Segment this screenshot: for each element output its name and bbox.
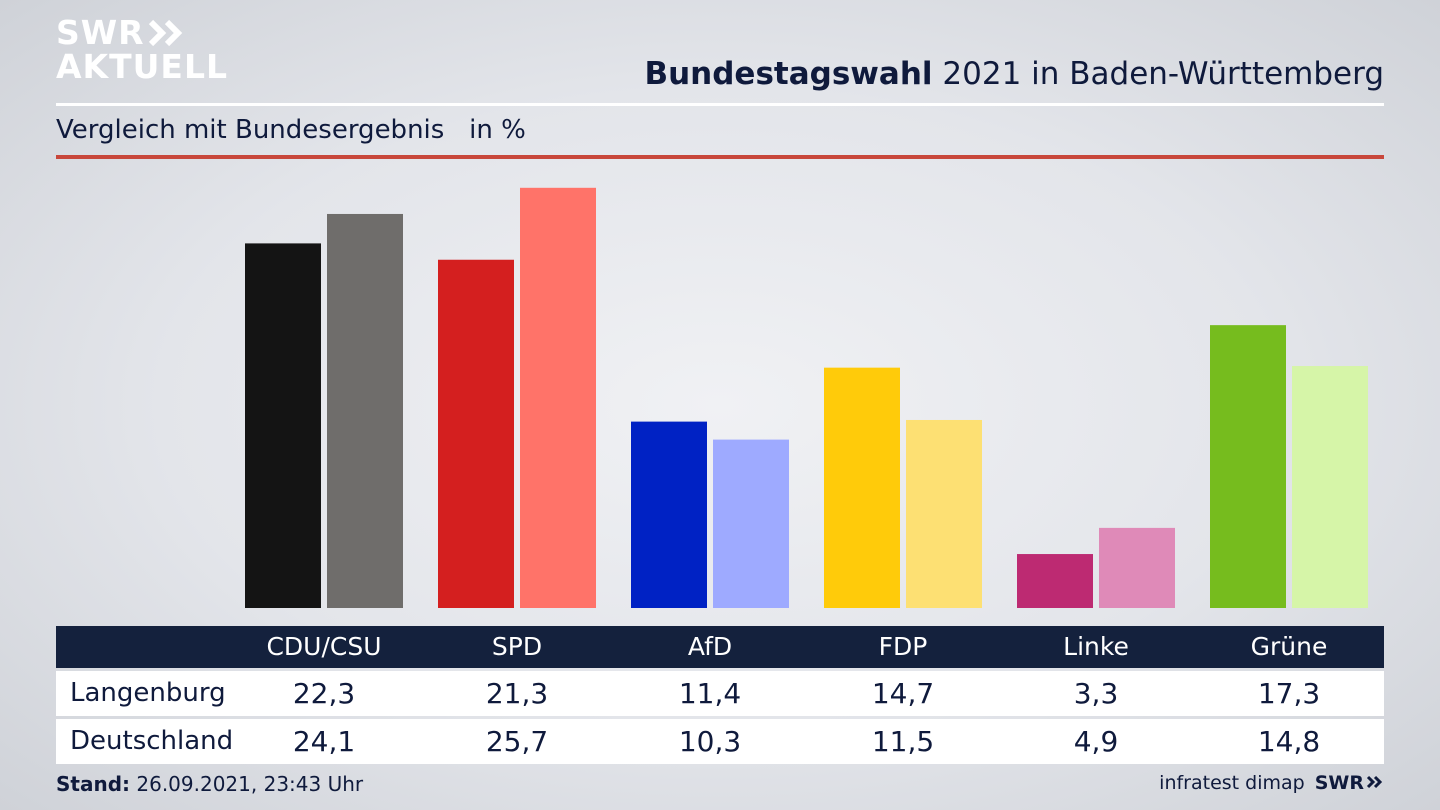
table-cell: 11,4 xyxy=(678,677,742,710)
logo-line2: AKTUELL xyxy=(56,47,229,86)
source-text: infratest dimap xyxy=(1159,772,1305,794)
table-cell: 17,3 xyxy=(1257,677,1321,710)
page-title: Bundestagswahl 2021 in Baden-Württemberg xyxy=(644,56,1384,92)
bar-chart xyxy=(245,187,1368,608)
stand-label: Stand: xyxy=(56,772,131,796)
timestamp: Stand: 26.09.2021, 23:43 Uhr xyxy=(56,772,363,796)
table-cell: 21,3 xyxy=(485,677,549,710)
row-label: Langenburg xyxy=(70,678,226,708)
logo-line1: SWR xyxy=(56,13,145,52)
bar-spd-deutschland xyxy=(520,187,596,608)
title-bold: Bundestagswahl xyxy=(644,56,933,92)
bar-cdu-csu-langenburg xyxy=(245,243,321,608)
bar-spd-langenburg xyxy=(438,259,514,608)
table-row: Langenburg 22,3 21,3 11,4 14,7 3,3 17,3 xyxy=(56,671,1384,716)
bar-grüne-langenburg xyxy=(1210,325,1286,608)
table-cell: 3,3 xyxy=(1073,677,1119,710)
results-table: CDU/CSU SPD AfD FDP Linke Grüne Langenburg 22,… xyxy=(56,626,1384,764)
table-cell: 24,1 xyxy=(292,725,356,758)
bar-linke-langenburg xyxy=(1017,554,1093,608)
source-credit: infratest dimap SWR xyxy=(1159,772,1384,794)
chart-subtitle: Vergleich mit Bundesergebnis in % xyxy=(56,115,526,145)
footer-swr-text: SWR xyxy=(1314,772,1364,794)
table-cell: 11,5 xyxy=(871,725,935,758)
bar-afd-deutschland xyxy=(713,439,789,608)
table-cell: 25,7 xyxy=(485,725,549,758)
bar-fdp-langenburg xyxy=(824,367,900,608)
table-cell: 10,3 xyxy=(678,725,742,758)
bar-fdp-deutschland xyxy=(906,419,982,608)
column-header: Grüne xyxy=(1250,632,1328,661)
title-rest: 2021 in Baden-Württemberg xyxy=(932,56,1384,92)
column-header: AfD xyxy=(687,632,733,661)
stand-value: 26.09.2021, 23:43 Uhr xyxy=(130,772,364,796)
table-cell: 14,8 xyxy=(1257,725,1321,758)
column-header: Linke xyxy=(1063,632,1129,661)
double-chevron-icon xyxy=(148,19,182,47)
bar-linke-deutschland xyxy=(1099,527,1175,608)
bar-grüne-deutschland xyxy=(1292,366,1368,608)
footer-swr-logo: SWR xyxy=(1315,772,1384,794)
table-cell: 22,3 xyxy=(292,677,356,710)
bar-afd-langenburg xyxy=(631,421,707,608)
title-divider xyxy=(56,103,1384,106)
column-header: FDP xyxy=(878,632,928,661)
table-row: Deutschland 24,1 25,7 10,3 11,5 4,9 14,8 xyxy=(56,719,1384,764)
table-body: Langenburg 22,3 21,3 11,4 14,7 3,3 17,3 Deutsch… xyxy=(56,671,1384,764)
footer-chevron-icon xyxy=(1366,775,1383,789)
column-header: SPD xyxy=(491,632,543,661)
swr-aktuell-logo: SWR AKTUELL xyxy=(56,16,228,84)
table-header: CDU/CSU SPD AfD FDP Linke Grüne xyxy=(56,626,1384,668)
column-header: CDU/CSU xyxy=(266,632,382,661)
accent-divider xyxy=(56,155,1384,159)
row-label: Deutschland xyxy=(70,726,234,756)
bar-cdu-csu-deutschland xyxy=(327,213,403,608)
table-cell: 4,9 xyxy=(1073,725,1119,758)
table-cell: 14,7 xyxy=(871,677,935,710)
